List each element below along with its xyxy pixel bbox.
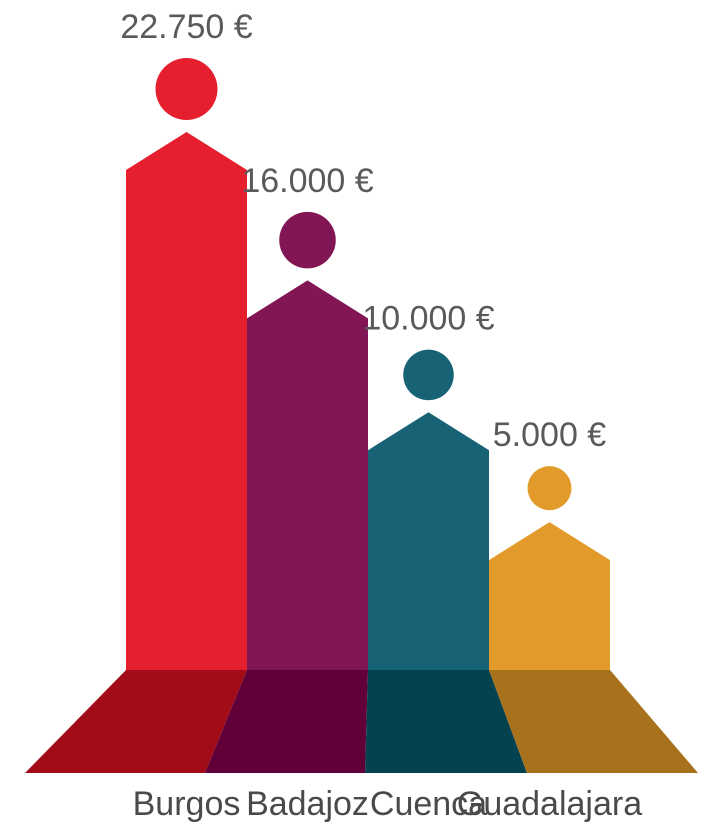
head-badajoz xyxy=(279,211,336,269)
value-label-cuenca: 10.000 € xyxy=(362,300,494,338)
floor-segment-badajoz xyxy=(205,670,368,773)
category-label-burgos: Burgos xyxy=(133,785,241,823)
head-burgos xyxy=(155,58,218,120)
category-label-badajoz: Badajoz xyxy=(246,785,369,823)
floor-layer xyxy=(25,670,698,773)
bar-cuenca xyxy=(368,412,489,670)
value-label-badajoz: 16.000 € xyxy=(241,162,373,200)
bars-layer xyxy=(126,58,610,670)
bar-burgos xyxy=(126,132,247,670)
head-guadalajara xyxy=(527,466,572,511)
category-label-cuenca: Cuenca xyxy=(370,785,487,823)
category-label-guadalajara: Guadalajara xyxy=(457,785,642,823)
labels-layer: 22.750 € Burgos 16.000 € Badajoz 10.000 € Cue… xyxy=(120,8,642,823)
floor-segment-guadalajara xyxy=(489,670,698,773)
value-label-burgos: 22.750 € xyxy=(120,8,252,46)
value-label-guadalajara: 5.000 € xyxy=(493,416,607,454)
floor-segment-cuenca xyxy=(365,670,527,773)
head-cuenca xyxy=(403,349,454,401)
bar-badajoz xyxy=(247,280,368,670)
bar-guadalajara xyxy=(489,522,610,670)
floor-segment-burgos xyxy=(25,670,247,773)
